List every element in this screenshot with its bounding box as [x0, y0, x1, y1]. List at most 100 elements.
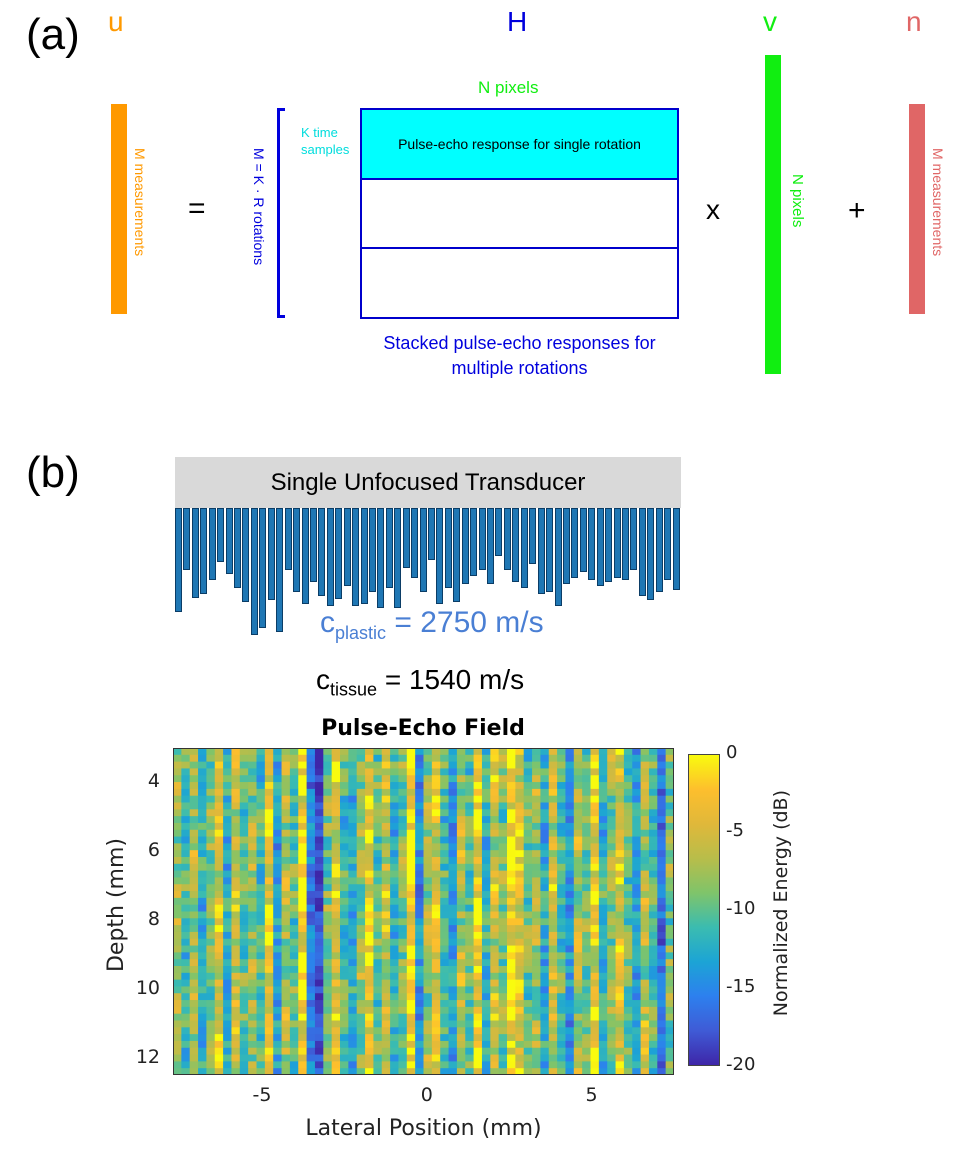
- heatmap-cell: [440, 1034, 450, 1042]
- heatmap-cell: [590, 891, 600, 899]
- heatmap-cell: [557, 959, 566, 967]
- transducer-bar: [554, 508, 562, 606]
- heatmap-cell: [456, 761, 466, 769]
- heatmap-cell: [573, 857, 583, 865]
- heatmap-cell: [398, 802, 408, 810]
- heatmap-cell: [632, 959, 642, 967]
- heatmap-cell: [648, 952, 658, 960]
- heatmap-cell: [365, 1068, 374, 1075]
- heatmap-cell: [632, 761, 642, 769]
- heatmap-cell: [340, 870, 349, 878]
- heatmap-cell: [198, 870, 207, 878]
- heatmap-cell: [640, 918, 650, 926]
- heatmap-cell: [473, 972, 483, 981]
- heatmap-cell: [657, 1061, 667, 1069]
- heatmap-cell: [632, 986, 642, 994]
- heatmap-cell: [565, 782, 575, 790]
- heatmap-cell: [623, 795, 633, 803]
- heatmap-cell: [490, 1040, 500, 1049]
- heatmap-cell: [289, 1040, 299, 1049]
- heatmap-cell: [456, 748, 466, 756]
- h-row-third: [360, 247, 679, 319]
- heatmap-cell: [431, 1034, 441, 1042]
- heatmap-cell: [289, 829, 299, 838]
- heatmap-cell: [423, 918, 433, 926]
- heatmap-cell: [607, 904, 617, 912]
- heatmap-cell: [281, 802, 291, 810]
- heatmap-cell: [507, 877, 516, 885]
- heatmap-cell: [657, 1013, 667, 1021]
- heatmap-cell: [340, 911, 349, 919]
- heatmap-cell: [373, 1027, 383, 1035]
- transducer-label: Single Unfocused Transducer: [270, 468, 586, 496]
- heatmap-cell: [340, 972, 349, 981]
- heatmap-cell: [598, 972, 608, 981]
- heatmap-cell: [590, 986, 600, 994]
- heatmap-cell: [523, 1047, 533, 1056]
- heatmap-cell: [515, 911, 525, 919]
- heatmap-cell: [239, 829, 249, 838]
- heatmap-cell: [356, 768, 366, 776]
- transducer-bar: [301, 508, 309, 604]
- heatmap-cell: [431, 836, 441, 844]
- heatmap-cell: [373, 1040, 383, 1049]
- transducer-bar: [335, 508, 343, 599]
- heatmap-cell: [314, 1000, 324, 1008]
- heatmap-cell: [223, 979, 232, 987]
- heatmap-cell: [548, 972, 558, 981]
- heatmap-cell: [281, 972, 291, 981]
- heatmap-title: Pulse-Echo Field: [321, 716, 525, 741]
- heatmap-cell: [423, 822, 433, 831]
- heatmap-cell: [623, 836, 633, 844]
- heatmap-cell: [473, 754, 483, 763]
- heatmap-cell: [440, 1000, 450, 1008]
- heatmap-cell: [623, 775, 633, 783]
- heatmap-cell: [314, 836, 324, 844]
- heatmap-cell: [507, 1006, 516, 1015]
- heatmap-cell: [390, 761, 399, 769]
- heatmap-cell: [540, 836, 550, 844]
- heatmap-cell: [532, 891, 541, 899]
- heatmap-cell: [440, 788, 450, 797]
- heatmap-cell: [507, 857, 516, 865]
- heatmap-cell: [298, 993, 308, 1001]
- heatmap-cell: [665, 788, 674, 797]
- heatmap-cell: [264, 1013, 274, 1021]
- heatmap-cell: [515, 1006, 525, 1015]
- heatmap-cell: [465, 959, 475, 967]
- heatmap-cell: [373, 836, 383, 844]
- heatmap-cell: [173, 768, 182, 776]
- heatmap-cell: [532, 836, 541, 844]
- heatmap-cell: [440, 986, 450, 994]
- heatmap-cell: [281, 857, 291, 865]
- heatmap-cell: [331, 829, 341, 838]
- heatmap-cell: [498, 972, 508, 981]
- heatmap-cell: [657, 748, 667, 756]
- heatmap-cell: [356, 761, 366, 769]
- heatmap-cell: [607, 1013, 617, 1021]
- heatmap-cell: [348, 931, 358, 940]
- heatmap-cell: [331, 1047, 341, 1056]
- heatmap-cell: [231, 979, 241, 987]
- heatmap-cell: [523, 945, 533, 953]
- heatmap-cell: [289, 931, 299, 940]
- heatmap-cell: [181, 754, 191, 763]
- heatmap-cell: [598, 870, 608, 878]
- heatmap-cell: [532, 782, 541, 790]
- heatmap-cell: [607, 931, 617, 940]
- heatmap-cell: [189, 1061, 199, 1069]
- heatmap-cell: [615, 897, 625, 906]
- heatmap-cell: [623, 931, 633, 940]
- heatmap-cell: [532, 993, 541, 1001]
- heatmap-cell: [239, 979, 249, 987]
- heatmap-cell: [573, 1047, 583, 1056]
- heatmap-cell: [264, 1027, 274, 1035]
- heatmap-cell: [557, 979, 566, 987]
- heatmap-cell: [598, 911, 608, 919]
- heatmap-cell: [490, 795, 500, 803]
- heatmap-cell: [607, 795, 617, 803]
- heatmap-cell: [465, 911, 475, 919]
- heatmap-cell: [231, 809, 241, 817]
- heatmap-cell: [373, 959, 383, 967]
- heatmap-cell: [598, 1040, 608, 1049]
